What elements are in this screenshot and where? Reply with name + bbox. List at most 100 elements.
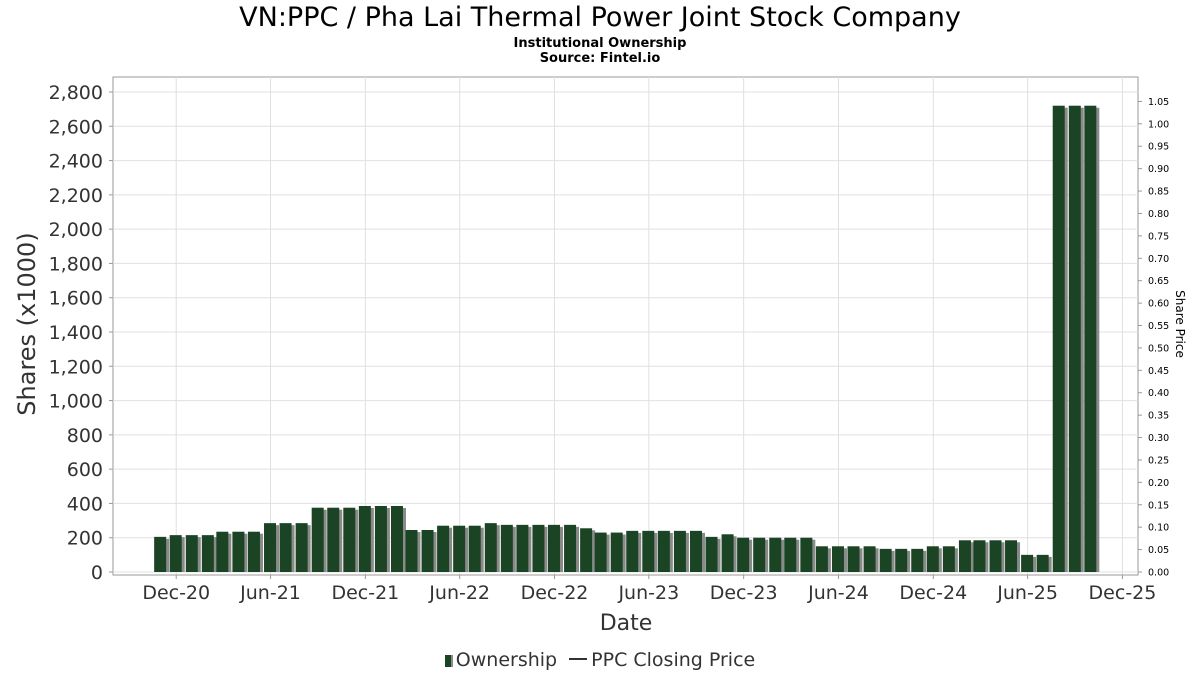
y-tick-label: 2,600 xyxy=(49,116,103,138)
ownership-bar xyxy=(247,531,260,572)
ownership-bar xyxy=(201,535,214,572)
y2-tick-label: 0.15 xyxy=(1148,500,1169,511)
y2-tick-label: 0.20 xyxy=(1148,478,1169,489)
x-tick-label: Jun-24 xyxy=(807,582,869,604)
ownership-bar xyxy=(989,540,1002,572)
subtitle-line-1: Institutional Ownership xyxy=(513,36,687,51)
y-tick-label: 2,800 xyxy=(49,82,103,104)
y2-tick-label: 0.50 xyxy=(1148,343,1169,354)
ownership-bar xyxy=(673,530,686,572)
ownership-bar xyxy=(421,529,434,572)
y2-tick-label: 0.70 xyxy=(1148,254,1169,265)
legend-item-closing-price[interactable]: PPC Closing Price xyxy=(563,649,755,671)
ownership-bar xyxy=(895,548,908,572)
x-tick-label: Jun-21 xyxy=(239,582,301,604)
y-tick-label: 400 xyxy=(67,493,103,515)
legend-swatch-bar-icon xyxy=(444,654,453,667)
x-tick-label: Dec-20 xyxy=(142,582,210,604)
ownership-bar xyxy=(295,523,308,572)
y-tick-label: 800 xyxy=(67,425,103,447)
y-tick-label: 2,200 xyxy=(49,185,103,207)
legend-item-ownership[interactable]: Ownership xyxy=(444,649,557,671)
y2-tick-label: 0.00 xyxy=(1148,568,1169,579)
ownership-bar xyxy=(216,531,229,572)
y-tick-label: 0 xyxy=(91,562,103,584)
y2-tick-label: 0.75 xyxy=(1148,231,1169,242)
ownership-bar xyxy=(847,546,860,572)
x-tick-label: Dec-23 xyxy=(710,582,778,604)
ownership-bar xyxy=(1052,105,1065,573)
ownership-bar xyxy=(610,532,623,572)
ownership-bar xyxy=(1005,540,1018,572)
x-tick-label: Dec-21 xyxy=(331,582,399,604)
ownership-bar xyxy=(358,505,371,572)
ownership-bar xyxy=(154,536,167,572)
y-tick-label: 1,200 xyxy=(49,356,103,378)
x-tick-label: Dec-25 xyxy=(1089,582,1157,604)
ownership-bar xyxy=(721,534,734,572)
bar-series-ownership xyxy=(154,105,1100,573)
ownership-bar xyxy=(374,505,387,572)
y2-tick-label: 0.55 xyxy=(1148,321,1169,332)
y-tick-label: 1,400 xyxy=(49,322,103,344)
ownership-bar xyxy=(879,548,892,572)
ownership-bar xyxy=(279,523,292,572)
y2-axis-title: Share Price xyxy=(1173,290,1187,358)
ownership-bar xyxy=(311,507,324,572)
y2-tick-label: 0.30 xyxy=(1148,433,1169,444)
x-axis-title: Date xyxy=(600,611,653,636)
ownership-bar xyxy=(468,525,481,572)
chart-title: VN:PPC / Pha Lai Thermal Power Joint Sto… xyxy=(239,2,961,33)
ownership-bar xyxy=(564,524,577,572)
ownership-bar xyxy=(390,505,403,572)
ownership-bar xyxy=(343,507,356,572)
ownership-bar xyxy=(580,528,593,572)
x-tick-label: Jun-22 xyxy=(428,582,490,604)
ownership-bar xyxy=(594,532,607,572)
y-tick-label: 2,400 xyxy=(49,151,103,173)
ownership-bar xyxy=(657,530,670,572)
x-tick-label: Jun-23 xyxy=(617,582,679,604)
ownership-bar xyxy=(973,540,986,572)
ownership-bar xyxy=(626,530,639,572)
ownership-bar xyxy=(737,537,750,572)
y2-tick-label: 0.40 xyxy=(1148,388,1169,399)
y2-tick-label: 0.05 xyxy=(1148,545,1169,556)
ownership-bar xyxy=(500,524,513,572)
y-tick-label: 600 xyxy=(67,459,103,481)
ownership-bar xyxy=(831,546,844,572)
ownership-bar xyxy=(232,531,245,572)
ownership-bar xyxy=(185,535,198,572)
ownership-bar xyxy=(327,507,340,572)
y2-tick-label: 0.35 xyxy=(1148,411,1169,422)
x-tick-label: Dec-24 xyxy=(899,582,967,604)
ownership-bar xyxy=(1021,554,1034,572)
ownership-bar xyxy=(689,530,702,572)
ownership-bar xyxy=(769,537,782,572)
ownership-bar xyxy=(532,524,545,572)
legend: Ownership PPC Closing Price xyxy=(0,648,1200,671)
plot-frame xyxy=(112,76,1139,576)
legend-swatch-line-icon xyxy=(569,657,588,660)
ownership-bar xyxy=(547,524,560,572)
ownership-bar xyxy=(516,524,529,572)
ownership-bar xyxy=(453,525,466,572)
y2-tick-label: 0.85 xyxy=(1148,187,1169,198)
y2-tick-label: 0.45 xyxy=(1148,366,1169,377)
ownership-bar xyxy=(958,540,971,572)
ownership-bar xyxy=(642,530,655,572)
y2-tick-label: 0.95 xyxy=(1148,142,1169,153)
axes xyxy=(109,91,1142,579)
y2-tick-label: 0.25 xyxy=(1148,455,1169,466)
y-tick-label: 200 xyxy=(67,528,103,550)
ownership-bar xyxy=(863,546,876,572)
ownership-bar xyxy=(911,548,924,572)
y2-tick-label: 0.10 xyxy=(1148,523,1169,534)
axis-labels: 0 200 400 600 800 1,000 1,200 1,400 1,600 1,800 2,… xyxy=(13,82,1187,636)
y2-tick-label: 0.65 xyxy=(1148,276,1169,287)
y2-tick-label: 0.90 xyxy=(1148,164,1169,175)
ownership-bar xyxy=(437,525,450,572)
ownership-bar xyxy=(926,546,939,572)
y2-tick-label: 1.05 xyxy=(1148,97,1169,108)
